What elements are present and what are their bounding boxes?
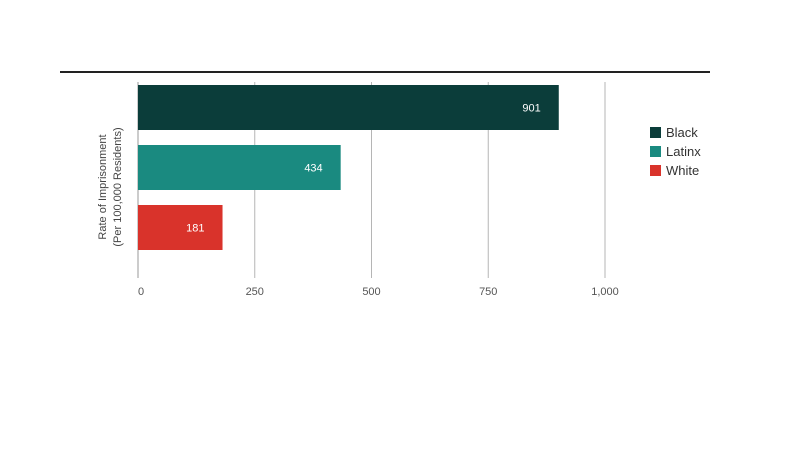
x-tick-label: 1,000	[591, 286, 619, 298]
bar-value-label: 181	[186, 223, 204, 235]
bar-black	[138, 85, 559, 130]
x-tick-label: 250	[246, 286, 264, 298]
bar-value-label: 901	[522, 103, 540, 115]
y-axis-title-line-1: Rate of Imprisonment	[97, 134, 109, 239]
bar-value-label: 434	[304, 163, 322, 175]
x-tick-label: 750	[479, 286, 497, 298]
x-tick-label: 500	[362, 286, 380, 298]
legend-label: Black	[666, 125, 698, 140]
bars: 901 434 181	[138, 85, 559, 250]
legend-swatch	[650, 146, 661, 157]
legend: Black Latinx White	[650, 125, 701, 178]
y-axis-title-line-2: (Per 100,000 Residents)	[112, 127, 124, 246]
legend-swatch	[650, 127, 661, 138]
legend-label: Latinx	[666, 144, 701, 159]
x-tick-label: 0	[138, 286, 144, 298]
legend-label: White	[666, 163, 699, 178]
bar-white	[138, 205, 223, 250]
legend-swatch	[650, 165, 661, 176]
bar-latinx	[138, 145, 341, 190]
x-tick-labels: 0 250 500 750 1,000	[138, 286, 619, 298]
